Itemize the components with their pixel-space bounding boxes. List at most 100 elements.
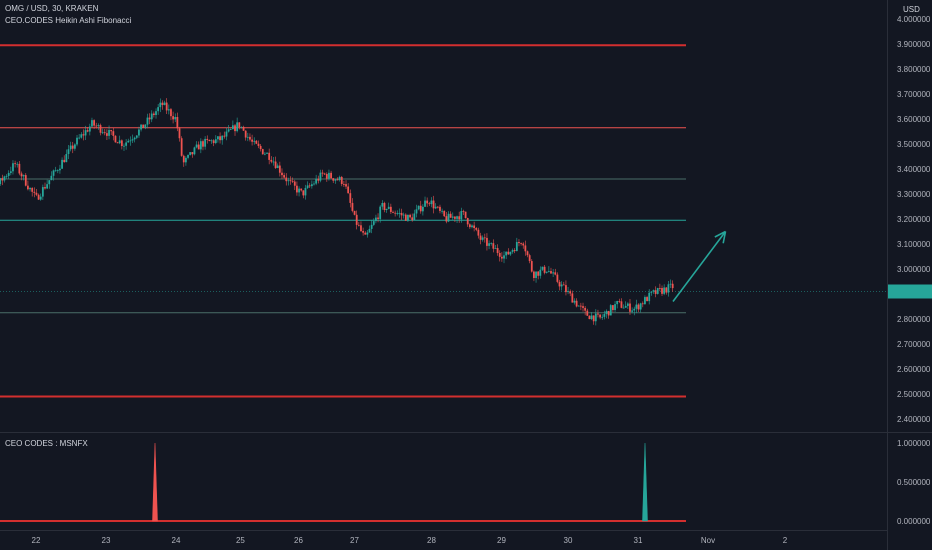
- candle-body: [392, 211, 394, 213]
- candle-body: [253, 140, 256, 142]
- heikin-ashi-candles: [0, 98, 674, 326]
- candle-body: [161, 102, 164, 105]
- candle-body: [451, 216, 454, 218]
- candle-body: [665, 287, 668, 293]
- time-tick-label: 26: [294, 536, 303, 545]
- candle-body: [411, 217, 414, 221]
- candle-body: [293, 181, 296, 186]
- candle-body: [125, 142, 128, 146]
- candle-body: [227, 129, 230, 132]
- candle-body: [603, 314, 606, 317]
- indicator-title[interactable]: CEO.CODES Heikin Ashi Fibonacci: [5, 16, 132, 25]
- candle-body: [84, 130, 87, 136]
- candle-body: [332, 178, 335, 181]
- projection-arrow: [672, 230, 727, 302]
- candle-body: [170, 109, 172, 117]
- candle-body: [360, 225, 362, 232]
- candle-body: [236, 122, 239, 132]
- candle-body: [249, 136, 251, 140]
- candle-body: [539, 269, 542, 276]
- time-tick-label: 28: [427, 536, 436, 545]
- candle-body: [321, 172, 324, 174]
- candle-body: [7, 172, 10, 176]
- candle-body: [579, 305, 582, 307]
- candle-body: [445, 216, 448, 222]
- candle-body: [219, 136, 221, 141]
- time-tick-label: 31: [634, 536, 643, 545]
- candle-body: [225, 131, 228, 137]
- candle-body: [61, 159, 63, 169]
- candle-body: [12, 163, 14, 172]
- candle-body: [302, 190, 305, 196]
- candle-body: [468, 224, 471, 228]
- candle-body: [639, 303, 642, 310]
- candle-body: [543, 266, 546, 273]
- candle-body: [421, 206, 424, 212]
- candle-body: [46, 184, 49, 189]
- candle-body: [624, 305, 627, 308]
- candle-body: [533, 271, 535, 278]
- candle-body: [95, 125, 98, 127]
- sub-panel-title[interactable]: CEO CODES : MSNFX: [5, 439, 88, 448]
- candle-body: [325, 173, 328, 179]
- candle-body: [547, 271, 550, 272]
- candle-body: [22, 175, 25, 177]
- candle-body: [48, 180, 51, 185]
- candle-body: [212, 140, 215, 144]
- candle-body: [270, 159, 273, 162]
- price-tick-label: 2.400000: [897, 415, 931, 424]
- candle-body: [210, 140, 213, 142]
- candle-body: [530, 261, 533, 272]
- candle-body: [287, 180, 290, 182]
- candle-body: [191, 152, 194, 155]
- candle-body: [138, 129, 140, 136]
- candle-body: [631, 310, 634, 312]
- candle-body: [569, 291, 572, 294]
- candle-body: [328, 172, 330, 179]
- price-tick-label: 2.600000: [897, 365, 931, 374]
- candle-body: [310, 184, 313, 187]
- candle-body: [56, 170, 59, 172]
- candle-body: [368, 228, 371, 233]
- price-tick-label: 3.900000: [897, 40, 931, 49]
- candle-body: [586, 310, 589, 316]
- candle-body: [402, 214, 405, 216]
- arrow-head: [722, 231, 727, 244]
- candle-body: [389, 206, 392, 212]
- candle-body: [338, 176, 341, 181]
- candle-body: [562, 284, 565, 286]
- candle-body: [366, 232, 369, 235]
- candle-body: [65, 154, 68, 163]
- candle-body: [266, 152, 268, 154]
- price-tick-label: 2.800000: [897, 315, 931, 324]
- last-price-tag: [888, 284, 932, 299]
- candle-body: [477, 229, 480, 236]
- candle-body: [535, 271, 537, 278]
- candle-body: [112, 131, 115, 136]
- symbol-title[interactable]: OMG / USD, 30, KRAKEN: [5, 4, 99, 13]
- candle-body: [432, 200, 435, 209]
- candle-body: [554, 272, 557, 275]
- candle-body: [518, 242, 520, 244]
- candle-body: [541, 266, 544, 270]
- candle-body: [150, 113, 153, 120]
- candle-body: [656, 287, 659, 294]
- candle-body: [357, 224, 360, 226]
- candle-body: [528, 255, 531, 262]
- candle-body: [424, 200, 426, 207]
- msnfx-axis[interactable]: 1.000000 0.500000 0.000000: [897, 439, 931, 526]
- candle-body: [560, 284, 563, 287]
- candle-body: [646, 297, 648, 302]
- msnfx-spike: [152, 442, 158, 522]
- candle-body: [300, 188, 303, 191]
- candle-body: [0, 178, 2, 185]
- candle-body: [238, 122, 241, 128]
- candle-body: [135, 135, 138, 138]
- time-axis[interactable]: 22 23 24 25 26 27 28 29 30 31 Nov 2: [32, 536, 788, 545]
- candle-body: [69, 145, 72, 150]
- candle-body: [629, 303, 631, 312]
- candle-body: [50, 175, 53, 181]
- candle-body: [214, 139, 217, 144]
- candle-body: [231, 125, 234, 130]
